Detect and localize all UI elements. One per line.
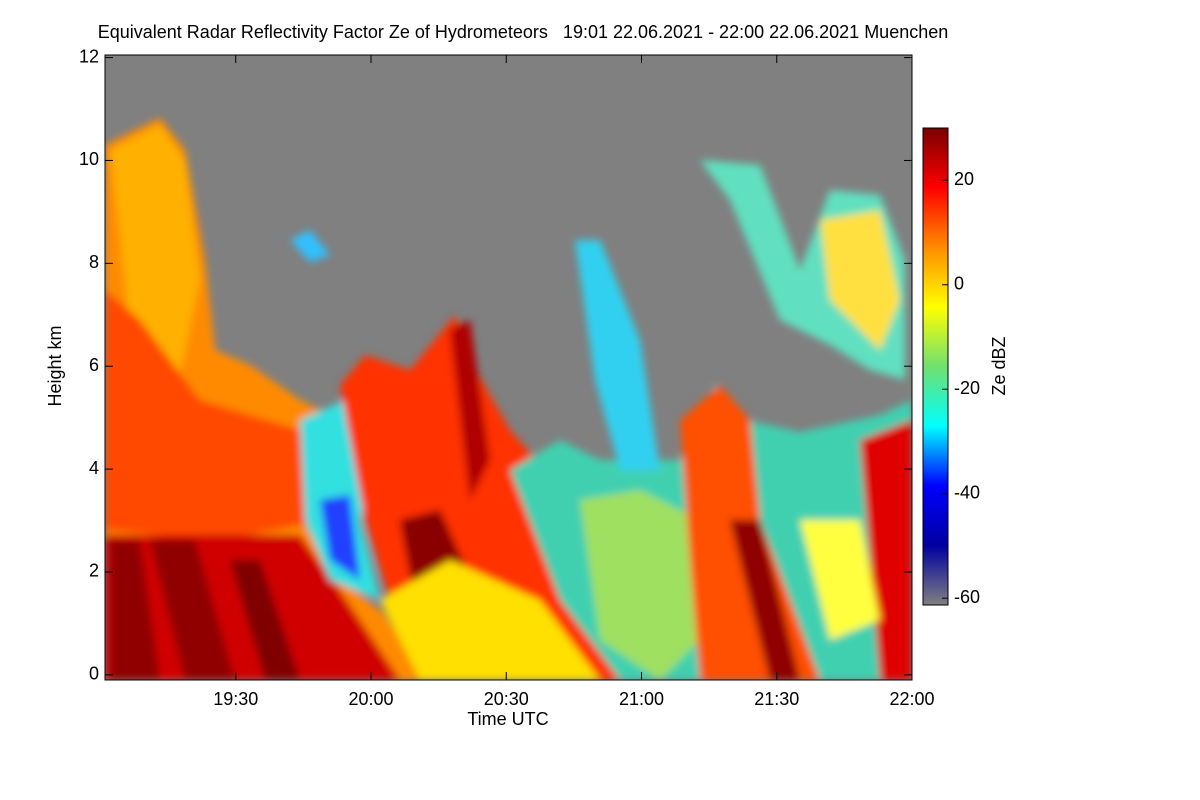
y-tick-label: 10 [79, 149, 99, 169]
y-tick-label: 4 [89, 458, 99, 478]
x-tick-label: 19:30 [213, 689, 258, 709]
colorbar [922, 127, 949, 606]
y-tick-label: 0 [89, 664, 99, 684]
chart-title: Equivalent Radar Reflectivity Factor Ze … [98, 22, 949, 42]
colorbar-tick-label: -20 [954, 378, 980, 398]
x-tick-label: 21:00 [619, 689, 664, 709]
y-tick-label: 12 [79, 46, 99, 66]
y-tick-label: 6 [89, 355, 99, 375]
x-axis-label: Time UTC [467, 709, 548, 729]
x-tick-label: 21:30 [754, 689, 799, 709]
radar-field [105, 55, 912, 680]
y-axis-label: Height km [45, 325, 65, 406]
x-tick-label: 20:30 [484, 689, 529, 709]
plot-frame [104, 54, 913, 681]
y-tick-label: 8 [89, 252, 99, 272]
colorbar-tick-label: 0 [954, 273, 964, 293]
x-tick-label: 20:00 [348, 689, 393, 709]
x-tick-label: 22:00 [889, 689, 934, 709]
colorbar-tick-label: 20 [954, 169, 974, 189]
colorbar-tick-label: -60 [954, 587, 980, 607]
colorbar-tick-label: -40 [954, 482, 980, 502]
colorbar-label: Ze dBZ [989, 336, 1009, 395]
y-tick-label: 2 [89, 561, 99, 581]
